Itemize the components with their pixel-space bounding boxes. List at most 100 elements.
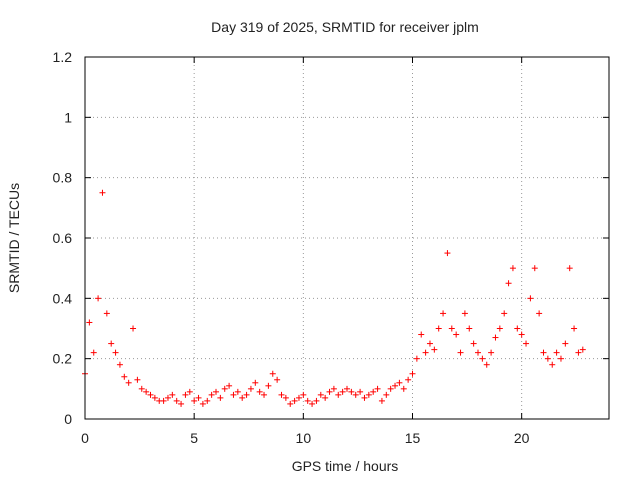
data-point <box>86 319 93 326</box>
data-point <box>339 388 346 395</box>
data-points <box>82 189 586 407</box>
data-point <box>466 325 473 332</box>
data-point <box>313 397 320 404</box>
data-point <box>217 394 224 401</box>
data-point <box>169 391 176 398</box>
data-point <box>378 397 385 404</box>
y-tick-label: 1.2 <box>53 49 73 65</box>
data-point <box>418 331 425 338</box>
data-point <box>265 382 272 389</box>
data-point <box>173 397 180 404</box>
y-tick-label: 0.4 <box>53 290 73 306</box>
data-point <box>544 355 551 362</box>
data-point <box>357 388 364 395</box>
data-point <box>566 265 573 272</box>
data-point <box>562 340 569 347</box>
data-point <box>571 325 578 332</box>
data-point <box>540 349 547 356</box>
data-point <box>195 394 202 401</box>
y-tick-label: 0.2 <box>53 351 73 367</box>
data-point <box>361 394 368 401</box>
data-point <box>125 379 132 386</box>
data-point <box>230 391 237 398</box>
data-point <box>579 346 586 353</box>
data-point <box>444 250 451 257</box>
data-point <box>523 340 530 347</box>
data-point <box>505 280 512 287</box>
data-point <box>501 310 508 317</box>
x-tick-label: 15 <box>405 430 421 446</box>
data-point <box>431 346 438 353</box>
data-point <box>531 265 538 272</box>
data-point <box>143 388 150 395</box>
data-point <box>387 385 394 392</box>
data-point <box>488 349 495 356</box>
data-point <box>383 391 390 398</box>
data-point <box>191 397 198 404</box>
y-tick-label: 0.8 <box>53 170 73 186</box>
data-point <box>322 394 329 401</box>
data-point <box>213 388 219 395</box>
axis-ticks <box>84 56 609 420</box>
y-tick-label: 1 <box>64 109 72 125</box>
data-point <box>374 385 381 392</box>
data-point <box>326 388 333 395</box>
chart-title: Day 319 of 2025, SRMTID for receiver jpl… <box>211 19 479 35</box>
data-point <box>95 295 102 302</box>
data-point <box>252 379 259 386</box>
data-point <box>134 376 141 383</box>
data-point <box>396 379 403 386</box>
data-point <box>274 376 281 383</box>
data-point <box>557 355 564 362</box>
data-point <box>304 397 311 404</box>
x-tick-label: 20 <box>514 430 530 446</box>
x-axis-label: GPS time / hours <box>292 458 399 474</box>
x-tick-label: 5 <box>190 430 198 446</box>
data-point <box>409 370 416 377</box>
data-point <box>426 340 433 347</box>
data-point <box>182 391 189 398</box>
data-point <box>291 397 298 404</box>
data-point <box>440 310 447 317</box>
data-point <box>392 382 399 389</box>
data-point <box>295 394 302 401</box>
data-point <box>226 382 233 389</box>
data-point <box>352 391 359 398</box>
data-point <box>186 388 193 395</box>
y-tick-label: 0.6 <box>53 230 73 246</box>
data-point <box>470 340 477 347</box>
data-point <box>453 331 460 338</box>
data-point <box>344 385 350 392</box>
x-tick-label: 0 <box>81 430 89 446</box>
data-point <box>330 385 337 392</box>
data-point <box>405 376 412 383</box>
data-point <box>103 310 110 317</box>
data-point <box>130 325 137 332</box>
data-point <box>365 391 372 398</box>
data-point <box>370 388 377 395</box>
y-axis-label: SRMTID / TECUs <box>6 183 22 293</box>
data-point <box>112 349 119 356</box>
data-point <box>269 370 276 377</box>
data-point <box>309 400 316 407</box>
data-point <box>199 400 206 407</box>
grid <box>85 57 609 419</box>
data-point <box>99 189 106 196</box>
data-point <box>492 334 499 341</box>
data-point <box>138 385 145 392</box>
data-point <box>247 385 254 392</box>
data-point <box>261 391 268 398</box>
y-tick-labels: 0 0.2 0.4 0.6 0.8 1 1.2 <box>53 49 73 427</box>
data-point <box>335 391 342 398</box>
data-point <box>413 355 420 362</box>
data-point <box>234 388 241 395</box>
data-point <box>160 397 167 404</box>
data-point <box>300 391 307 398</box>
data-point <box>151 394 158 401</box>
data-point <box>549 361 556 368</box>
data-point <box>509 265 516 272</box>
data-point <box>147 391 154 398</box>
data-point <box>457 349 464 356</box>
data-point <box>204 397 211 404</box>
